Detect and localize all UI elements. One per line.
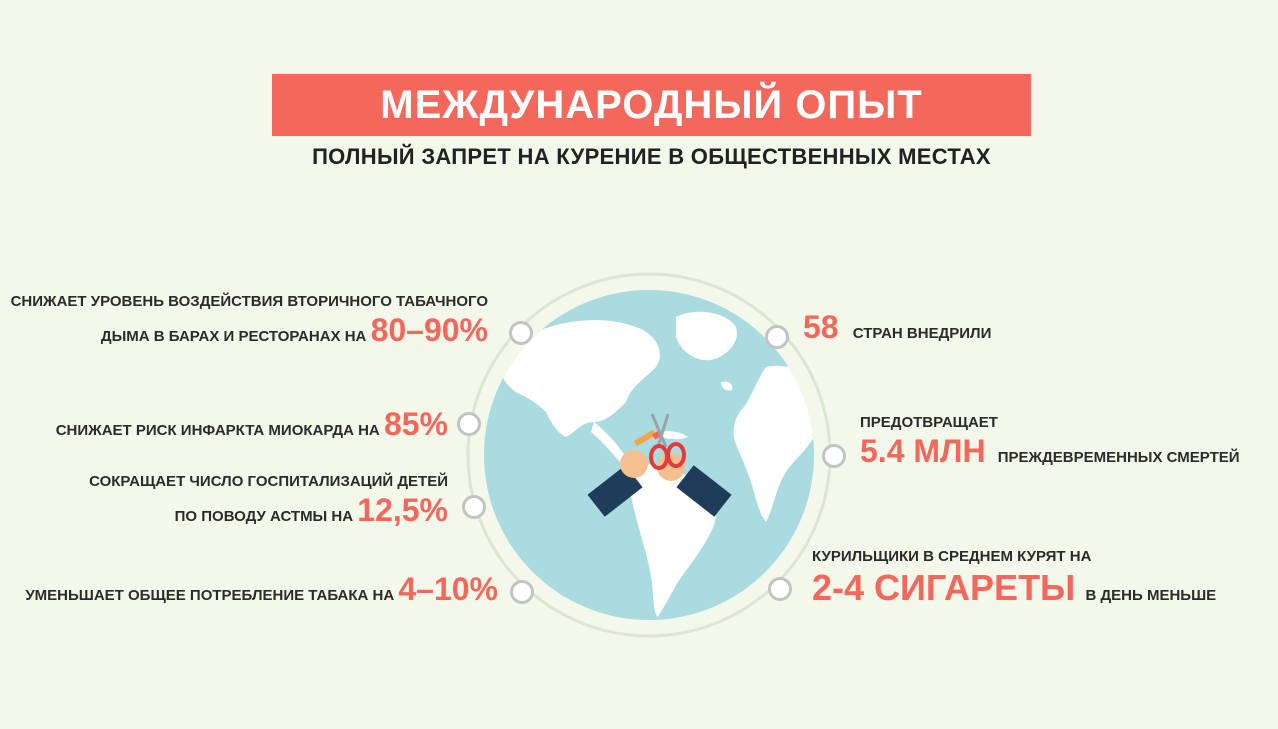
- stat-value: 5.4 МЛН: [860, 433, 986, 469]
- stat-deaths-prevented: ПРЕДОТВРАЩАЕТ 5.4 МЛН ПРЕЖДЕВРЕМЕННЫХ СМ…: [860, 414, 1240, 470]
- stat-value: 58: [803, 309, 839, 345]
- stat-text: ПРЕЖДЕВРЕМЕННЫХ СМЕРТЕЙ: [997, 449, 1240, 466]
- stat-text: СНИЖАЕТ РИСК ИНФАРКТА МИОКАРДА НА: [55, 422, 380, 439]
- stat-cigarettes-fewer: КУРИЛЬЩИКИ В СРЕДНЕМ КУРЯТ НА 2-4 СИГАРЕ…: [812, 548, 1216, 609]
- stat-text: ДЫМА В БАРАХ И РЕСТОРАНАХ НА: [100, 328, 367, 345]
- stat-countries: 58 СТРАН ВНЕДРИЛИ: [803, 308, 991, 346]
- stat-text-line1: ПРЕДОТВРАЩАЕТ: [860, 414, 998, 431]
- globe-illustration: [466, 272, 832, 638]
- stat-tobacco-consumption: УМЕНЬШАЕТ ОБЩЕЕ ПОТРЕБЛЕНИЕ ТАБАКА НА 4–…: [25, 570, 498, 608]
- stat-value: 2-4 СИГАРЕТЫ: [812, 567, 1076, 608]
- stat-marker-dot: [510, 580, 534, 604]
- stat-value: 12,5%: [357, 492, 448, 528]
- stat-marker-dot: [509, 321, 533, 345]
- title-banner: МЕЖДУНАРОДНЫЙ ОПЫТ: [272, 74, 1031, 136]
- stat-text-line1: СНИЖАЕТ УРОВЕНЬ ВОЗДЕЙСТВИЯ ВТОРИЧНОГО Т…: [10, 293, 488, 310]
- stat-text-line1: КУРИЛЬЩИКИ В СРЕДНЕМ КУРЯТ НА: [812, 548, 1092, 565]
- page-title: МЕЖДУНАРОДНЫЙ ОПЫТ: [380, 82, 923, 127]
- scissors-hands-illustration: [587, 413, 732, 517]
- globe-icon: [466, 272, 832, 638]
- stat-marker-dot: [765, 325, 789, 349]
- stat-marker-dot: [768, 577, 792, 601]
- stat-text: СТРАН ВНЕДРИЛИ: [852, 325, 992, 342]
- stat-value: 85%: [383, 406, 448, 442]
- stat-heart-attack: СНИЖАЕТ РИСК ИНФАРКТА МИОКАРДА НА 85%: [56, 405, 448, 443]
- stat-value: 4–10%: [398, 571, 498, 607]
- stat-marker-dot: [822, 444, 846, 468]
- stat-text-line2: ДЫМА В БАРАХ И РЕСТОРАНАХ НА 80–90%: [11, 311, 488, 349]
- stat-marker-dot: [462, 495, 486, 519]
- stat-value: 80–90%: [370, 312, 488, 348]
- stat-text-line2: 5.4 МЛН ПРЕЖДЕВРЕМЕННЫХ СМЕРТЕЙ: [860, 432, 1240, 470]
- stat-text: УМЕНЬШАЕТ ОБЩЕЕ ПОТРЕБЛЕНИЕ ТАБАКА НА: [25, 587, 395, 604]
- stat-text-line2: ПО ПОВОДУ АСТМЫ НА 12,5%: [89, 491, 448, 529]
- stat-asthma: СОКРАЩАЕТ ЧИСЛО ГОСПИТАЛИЗАЦИЙ ДЕТЕЙ ПО …: [89, 473, 448, 529]
- stat-secondhand-smoke: СНИЖАЕТ УРОВЕНЬ ВОЗДЕЙСТВИЯ ВТОРИЧНОГО Т…: [11, 293, 488, 349]
- stat-text: В ДЕНЬ МЕНЬШЕ: [1085, 587, 1217, 604]
- stat-text: ПО ПОВОДУ АСТМЫ НА: [174, 508, 354, 525]
- stat-text-line2: 2-4 СИГАРЕТЫ В ДЕНЬ МЕНЬШЕ: [812, 566, 1216, 609]
- page-subtitle: ПОЛНЫЙ ЗАПРЕТ НА КУРЕНИЕ В ОБЩЕСТВЕННЫХ …: [312, 144, 991, 169]
- stat-text-line1: СОКРАЩАЕТ ЧИСЛО ГОСПИТАЛИЗАЦИЙ ДЕТЕЙ: [89, 473, 448, 490]
- stat-marker-dot: [457, 412, 481, 436]
